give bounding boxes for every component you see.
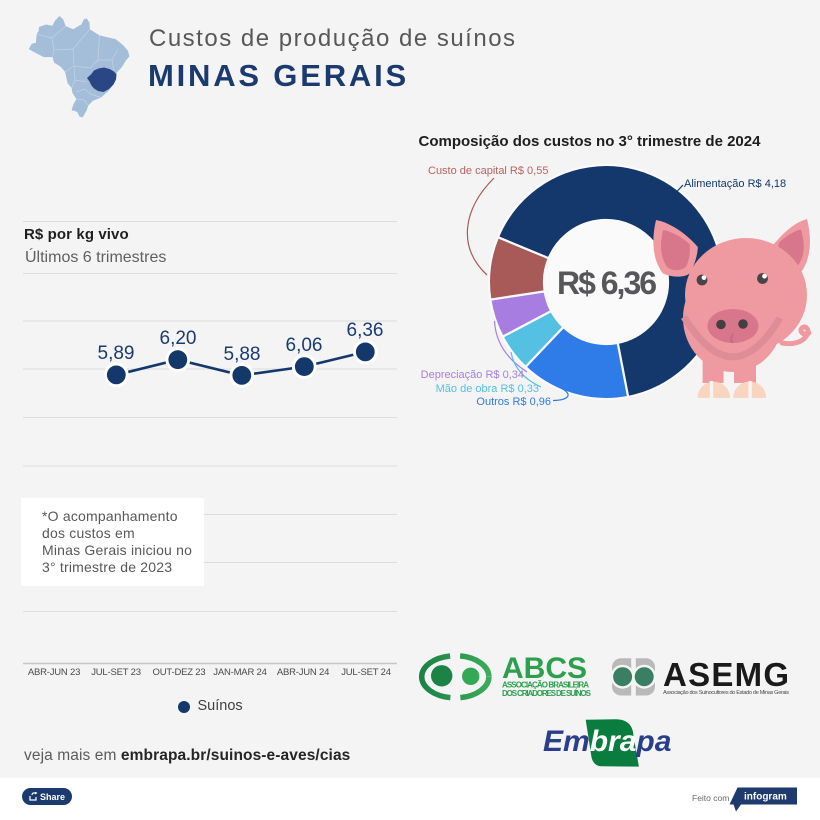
- svg-text:DOS CRIADORES DE SUÍNOS: DOS CRIADORES DE SUÍNOS: [502, 689, 592, 698]
- svg-text:Embrapa: Embrapa: [543, 725, 671, 758]
- svg-text:ABCS: ABCS: [502, 652, 587, 685]
- svg-text:ASEMG: ASEMG: [663, 656, 789, 693]
- svg-text:Associação dos Suinocultores d: Associação dos Suinocultores do Estado d…: [663, 690, 789, 696]
- svg-text:infogram: infogram: [744, 792, 787, 803]
- svg-text:ASSOCIAÇÃO BRASILEIRA: ASSOCIAÇÃO BRASILEIRA: [502, 681, 589, 690]
